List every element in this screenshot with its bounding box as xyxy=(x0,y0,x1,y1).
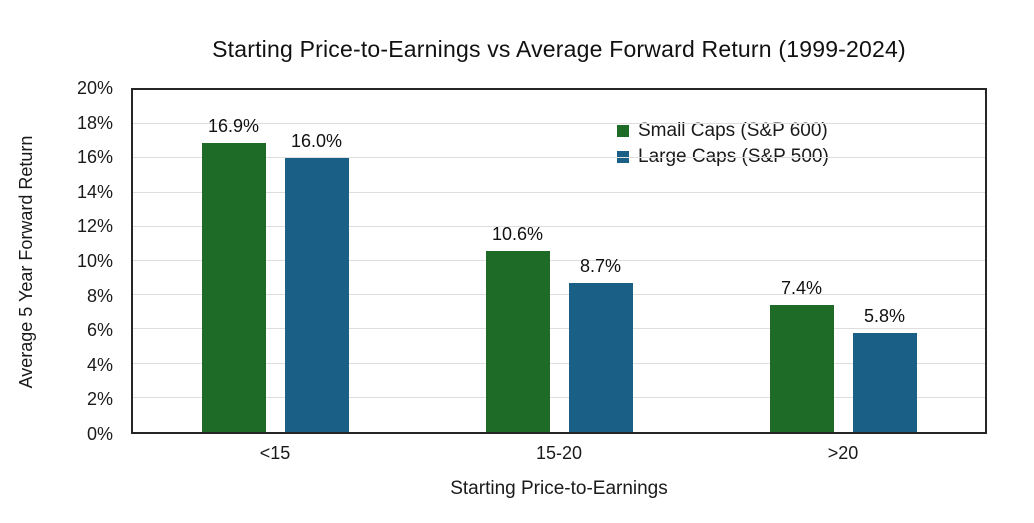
bar-value-label: 7.4% xyxy=(780,278,823,299)
y-tick-label: 8% xyxy=(86,285,113,306)
bar-small-caps xyxy=(485,250,550,432)
legend-item-small-caps: Small Caps (S&P 600) xyxy=(617,118,829,144)
legend-swatch-small-caps-icon xyxy=(617,125,629,137)
y-axis-ticks: 0% 2% 4% 6% 8% 10% 12% 14% 16% 18% 20% xyxy=(0,78,113,444)
y-tick-label: 16% xyxy=(76,147,113,168)
gridline xyxy=(133,328,985,330)
bar-value-label: 10.6% xyxy=(491,223,544,244)
x-tick-label: <15 xyxy=(259,443,291,463)
gridline xyxy=(133,225,985,227)
bar-value-label: 5.8% xyxy=(863,305,906,326)
y-tick-label: 14% xyxy=(76,181,113,202)
y-tick-label: 0% xyxy=(86,424,113,444)
y-tick-label: 18% xyxy=(76,112,113,133)
gridline xyxy=(133,123,985,125)
x-axis-ticks: <15 15-20 >20 xyxy=(0,443,1034,465)
bar-small-caps xyxy=(201,143,266,432)
gridline xyxy=(133,294,985,296)
bar-value-label: 16.9% xyxy=(207,116,260,137)
legend-label-large-caps: Large Caps (S&P 500) xyxy=(638,146,829,167)
legend-swatch-large-caps-icon xyxy=(617,151,629,163)
y-tick-label: 12% xyxy=(76,216,113,237)
x-axis-title: Starting Price-to-Earnings xyxy=(450,478,668,499)
bar-small-caps xyxy=(769,305,834,432)
legend-item-large-caps: Large Caps (S&P 500) xyxy=(617,144,829,170)
legend-label-small-caps: Small Caps (S&P 600) xyxy=(638,120,828,141)
y-tick-label: 20% xyxy=(76,78,113,98)
gridline xyxy=(133,362,985,364)
y-tick-label: 10% xyxy=(76,251,113,271)
gridline xyxy=(133,157,985,159)
bar-value-label: 8.7% xyxy=(579,256,622,277)
y-tick-label: 6% xyxy=(86,320,113,341)
gridline xyxy=(133,191,985,193)
plot-area: Small Caps (S&P 600) Large Caps (S&P 500… xyxy=(131,88,987,434)
bar-large-caps xyxy=(852,332,917,432)
x-tick-label: >20 xyxy=(827,443,859,463)
legend: Small Caps (S&P 600) Large Caps (S&P 500… xyxy=(617,118,829,170)
y-tick-label: 2% xyxy=(86,389,113,410)
chart-title: Starting Price-to-Earnings vs Average Fo… xyxy=(212,36,906,62)
bar-large-caps xyxy=(568,283,633,432)
x-tick-label: 15-20 xyxy=(535,443,583,463)
gridline xyxy=(133,260,985,261)
bar-large-caps xyxy=(284,158,349,432)
gridline xyxy=(133,396,985,398)
bar-value-label: 16.0% xyxy=(290,131,343,152)
y-tick-label: 4% xyxy=(86,354,113,375)
